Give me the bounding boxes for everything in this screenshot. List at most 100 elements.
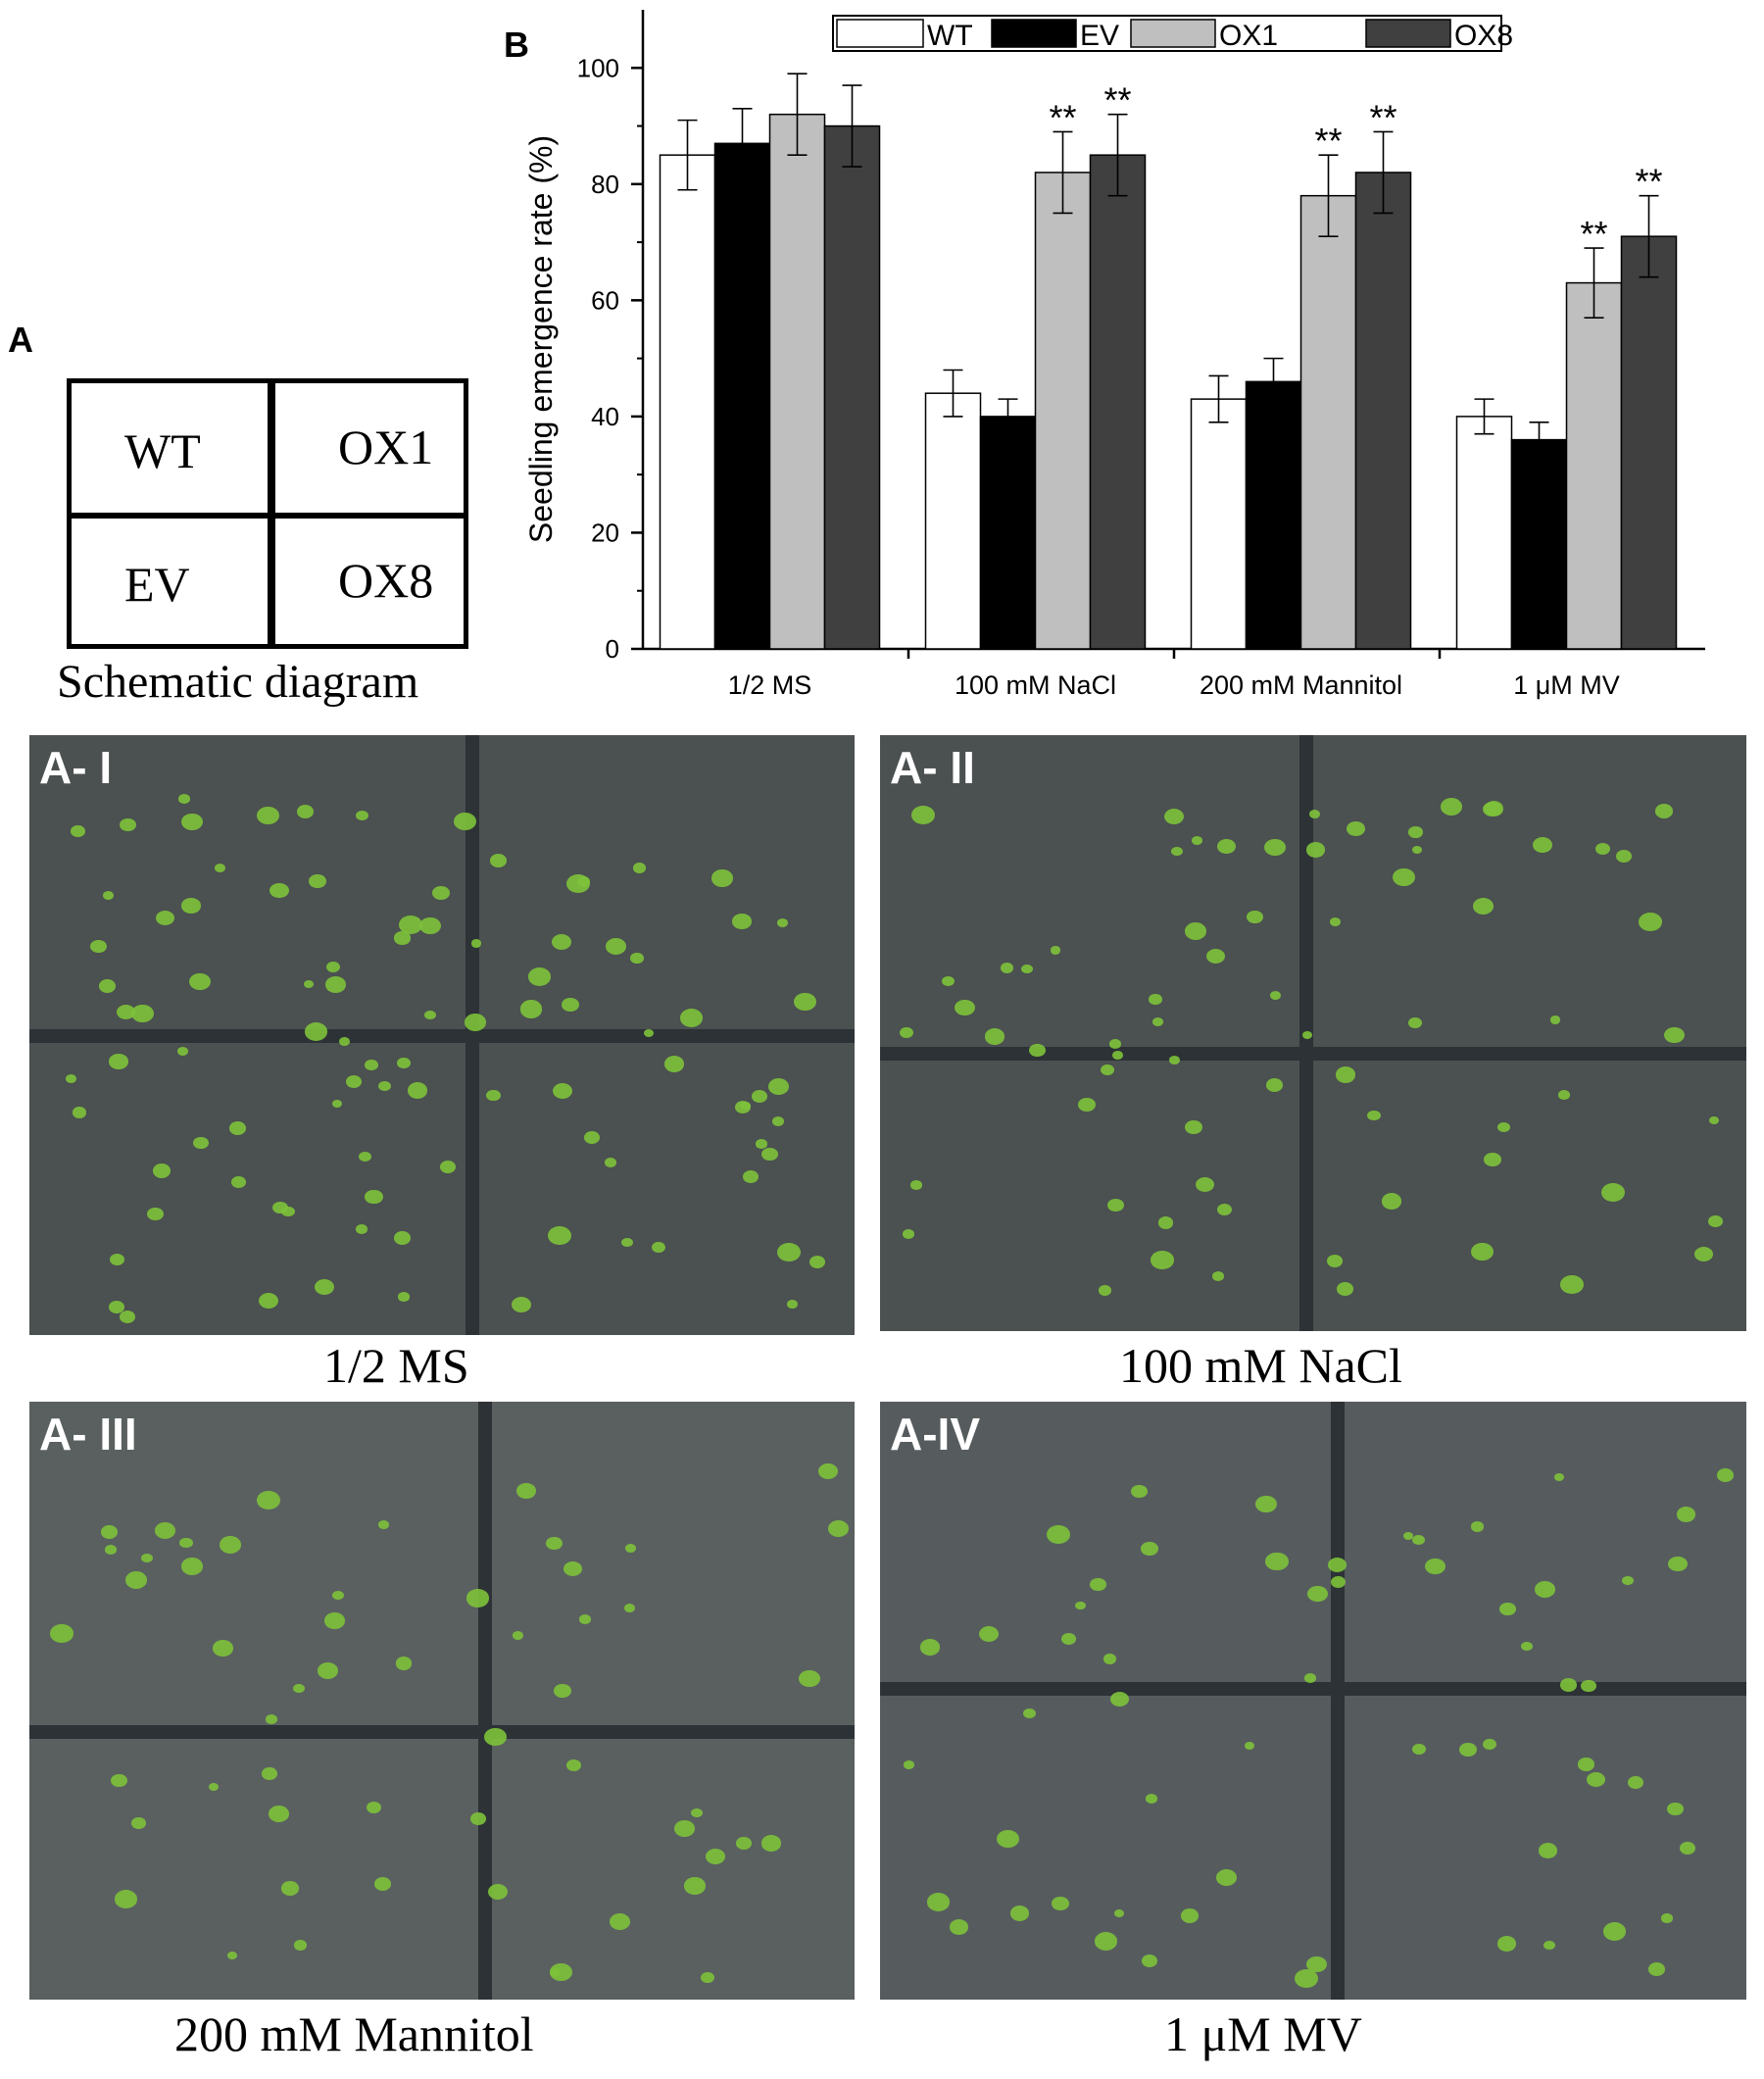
- seedling-leaf: [1046, 1524, 1070, 1544]
- seedling-leaf: [1021, 964, 1034, 974]
- photo-panel-3: A- III: [29, 1402, 855, 2000]
- seedling-leaf: [1336, 1066, 1356, 1083]
- seedling-leaf: [519, 1000, 543, 1018]
- seedling-leaf: [643, 1029, 654, 1038]
- schematic-caption: Schematic diagram: [57, 656, 419, 708]
- x-tick-label: 200 mM Mannitol: [1200, 670, 1402, 700]
- seedling-leaf: [900, 1026, 913, 1039]
- bar-ox8: [823, 124, 881, 650]
- seedling-leaf: [610, 1913, 631, 1931]
- schematic-divider-horizontal: [72, 513, 464, 519]
- photo-panel-1-tag: A- I: [39, 742, 113, 793]
- x-tick-label: 1 μM MV: [1513, 670, 1620, 700]
- photo-panel-3-tag: A- III: [39, 1409, 137, 1460]
- seedling-leaf: [760, 1835, 782, 1852]
- seedling-leaf: [398, 1292, 410, 1302]
- seedling-leaf: [736, 1837, 752, 1850]
- seedling-leaf: [1141, 1954, 1158, 1967]
- seedling-leaf: [705, 1849, 726, 1865]
- seedling-leaf: [1303, 1673, 1316, 1684]
- seedling-leaf: [772, 1116, 785, 1127]
- seedling-leaf: [755, 1139, 767, 1149]
- seedling-leaf: [394, 931, 411, 945]
- photo-panel-2-caption: 100 mM NaCl: [1119, 1338, 1402, 1393]
- seedling-leaf: [156, 911, 175, 926]
- seedling-leaf: [281, 1206, 295, 1217]
- seedling-leaf: [266, 1713, 278, 1724]
- seedling-leaf: [1458, 1743, 1477, 1757]
- seedling-leaf: [1521, 1641, 1534, 1652]
- seedling-leaf: [742, 1170, 759, 1183]
- seedling-leaf: [50, 1624, 74, 1643]
- seedling-leaf: [488, 1883, 509, 1900]
- seedling-leaf: [1195, 1176, 1214, 1193]
- seedling-leaf: [395, 1657, 413, 1670]
- seedling-leaf: [464, 1014, 487, 1032]
- bar-wt: [659, 154, 716, 650]
- seedling-leaf: [407, 1082, 428, 1099]
- seedling-leaf: [110, 1773, 128, 1788]
- seedling-leaf: [1392, 867, 1415, 887]
- seedling-leaf: [331, 1099, 342, 1108]
- seedling-leaf: [1554, 1473, 1565, 1482]
- seedling-leaf: [317, 1661, 338, 1679]
- seedling-leaf: [1305, 842, 1325, 858]
- seedling-leaf: [674, 1820, 696, 1837]
- seedling-leaf: [99, 979, 117, 993]
- seedling-leaf: [257, 1490, 281, 1510]
- seedling-leaf: [1113, 1908, 1124, 1918]
- seedling-leaf: [955, 999, 975, 1016]
- seedling-leaf: [1482, 801, 1501, 817]
- seedling-leaf: [1496, 1936, 1517, 1953]
- seedling-leaf: [154, 1522, 175, 1540]
- photo-panel-3-caption: 200 mM Mannitol: [174, 2006, 534, 2061]
- seedling-leaf: [365, 1189, 383, 1205]
- seedling-leaf: [486, 1089, 501, 1102]
- seedling-leaf: [1051, 946, 1061, 955]
- seedling-leaf: [1111, 1051, 1123, 1060]
- seedling-leaf: [280, 1881, 299, 1896]
- seedling-leaf: [338, 1037, 350, 1046]
- seedling-leaf: [1628, 1776, 1644, 1789]
- seedling-leaf: [147, 1207, 164, 1221]
- seedling-leaf: [270, 882, 289, 899]
- seedling-leaf: [904, 1760, 915, 1769]
- seedling-leaf: [1109, 1691, 1129, 1707]
- seedling-leaf: [431, 885, 450, 900]
- seedling-leaf: [1498, 1603, 1516, 1616]
- seedling-leaf: [1533, 837, 1553, 853]
- seedling-leaf: [120, 818, 136, 832]
- seedling-leaf: [551, 933, 571, 950]
- seedling-leaf: [942, 975, 956, 987]
- seedling-leaf: [630, 953, 644, 965]
- seedling-leaf: [1077, 1097, 1096, 1112]
- seedling-leaf: [1367, 1110, 1381, 1121]
- seedling-leaf: [1164, 809, 1185, 825]
- seedling-leaf: [1425, 1558, 1446, 1575]
- photo-panel-1-caption: 1/2 MS: [323, 1338, 469, 1393]
- seedling-leaf: [489, 854, 507, 867]
- seedling-leaf: [546, 1536, 564, 1551]
- seedling-leaf: [1184, 921, 1207, 940]
- seedling-leaf: [1482, 1739, 1496, 1751]
- seedling-leaf: [1090, 1577, 1106, 1591]
- bar-wt: [1455, 416, 1513, 650]
- seedling-leaf: [1326, 1255, 1344, 1268]
- seedling-leaf: [355, 810, 368, 821]
- seedling-leaf: [1557, 1090, 1571, 1101]
- seedling-leaf: [1009, 1905, 1030, 1921]
- seedling-leaf: [562, 998, 579, 1013]
- panel-a-label: A: [8, 320, 33, 360]
- seedling-leaf: [684, 1877, 707, 1895]
- seedling-leaf: [548, 1226, 572, 1246]
- seedling-leaf: [257, 806, 279, 824]
- seedling-leaf: [1544, 1941, 1555, 1951]
- seedling-leaf: [632, 863, 647, 873]
- bar-wt: [1190, 398, 1248, 650]
- seedling-leaf: [119, 1310, 135, 1323]
- photo-panel-4-tag: A-IV: [890, 1409, 980, 1460]
- seedling-leaf: [949, 1919, 968, 1935]
- seedling-leaf: [1308, 809, 1320, 818]
- y-tick-label: 20: [591, 518, 619, 547]
- seedling-leaf: [262, 1767, 277, 1780]
